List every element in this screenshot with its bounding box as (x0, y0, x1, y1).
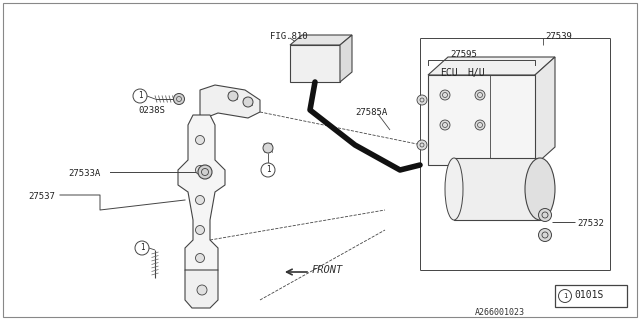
Circle shape (198, 165, 212, 179)
Circle shape (475, 120, 485, 130)
Bar (555, 285, 627, 307)
Circle shape (195, 253, 205, 262)
Ellipse shape (525, 158, 555, 220)
Polygon shape (290, 35, 352, 45)
Text: FRONT: FRONT (312, 265, 343, 275)
Circle shape (440, 120, 450, 130)
Text: 27595: 27595 (450, 50, 477, 59)
Text: 1: 1 (140, 244, 144, 252)
Circle shape (261, 163, 275, 177)
Circle shape (195, 196, 205, 204)
Circle shape (417, 140, 427, 150)
Bar (428, 75, 535, 165)
Circle shape (243, 97, 253, 107)
Polygon shape (200, 85, 260, 118)
Circle shape (538, 228, 552, 242)
Polygon shape (340, 35, 352, 82)
Text: H/U: H/U (467, 68, 484, 78)
Circle shape (559, 290, 572, 302)
Circle shape (173, 93, 184, 105)
Text: ECU: ECU (440, 68, 458, 78)
Circle shape (195, 135, 205, 145)
Bar (454, 158, 540, 220)
Text: 27539: 27539 (545, 32, 572, 41)
Circle shape (417, 95, 427, 105)
Polygon shape (428, 57, 555, 75)
Circle shape (440, 90, 450, 100)
Text: A266001023: A266001023 (475, 308, 525, 317)
Circle shape (195, 226, 205, 235)
Circle shape (133, 89, 147, 103)
Ellipse shape (445, 158, 463, 220)
Text: 0238S: 0238S (138, 106, 165, 115)
Circle shape (538, 209, 552, 221)
Text: 27532: 27532 (577, 219, 604, 228)
Circle shape (263, 143, 273, 153)
Text: FIG.810: FIG.810 (270, 32, 308, 41)
Text: 1: 1 (266, 165, 270, 174)
Text: 1: 1 (563, 293, 567, 299)
Text: 27585A: 27585A (355, 108, 387, 117)
Bar (290, 45, 340, 82)
Text: 27533A: 27533A (68, 169, 100, 178)
Polygon shape (185, 270, 218, 308)
Polygon shape (535, 57, 555, 165)
Text: 0101S: 0101S (574, 290, 604, 300)
Text: 1: 1 (138, 92, 142, 100)
Circle shape (475, 90, 485, 100)
Circle shape (195, 165, 205, 174)
Circle shape (228, 91, 238, 101)
Circle shape (135, 241, 149, 255)
Circle shape (197, 285, 207, 295)
Polygon shape (178, 115, 225, 278)
Text: 27537: 27537 (28, 192, 55, 201)
